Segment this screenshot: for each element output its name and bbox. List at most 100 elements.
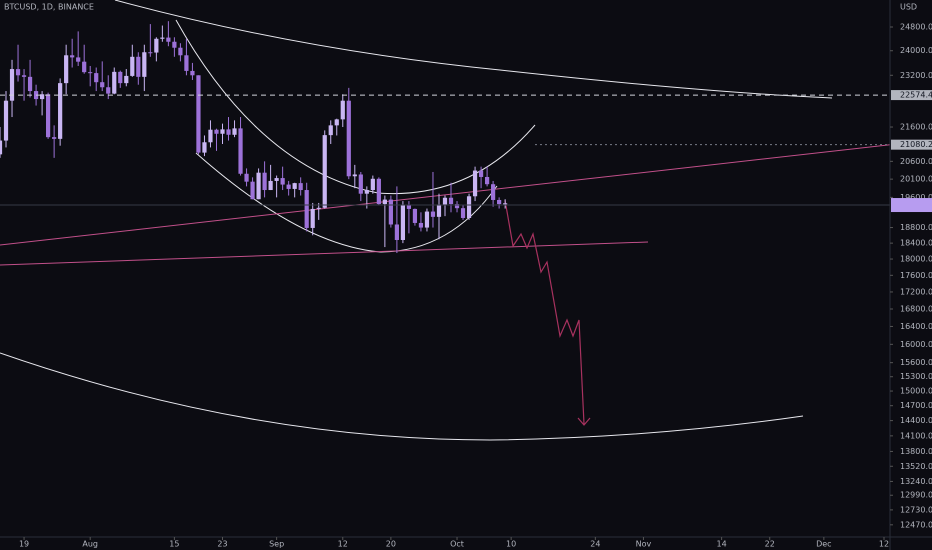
y-tick-label: 15300.00 bbox=[900, 372, 932, 381]
x-tick-label: 23 bbox=[217, 540, 227, 549]
candle-body bbox=[448, 197, 454, 205]
candle-body bbox=[280, 178, 285, 185]
y-tick-label: 24800.00 bbox=[900, 22, 932, 31]
x-tick-label: Dec bbox=[816, 540, 831, 549]
candle-body bbox=[124, 75, 129, 84]
candle-body bbox=[322, 135, 327, 208]
overlay bbox=[0, 94, 890, 206]
y-tick-label: 12470.00 bbox=[900, 520, 932, 529]
candle-body bbox=[346, 100, 351, 177]
candle-body bbox=[21, 75, 27, 77]
candle-body bbox=[226, 129, 231, 135]
x-tick-label: 10 bbox=[506, 540, 516, 549]
chart-title: BTCUSD, 1D, BINANCE bbox=[4, 3, 94, 12]
x-tick-label: 22 bbox=[765, 540, 775, 549]
candle-body bbox=[274, 178, 279, 181]
candle-body bbox=[148, 52, 153, 54]
y-axis-label: USD bbox=[900, 3, 917, 12]
candle-body bbox=[142, 52, 147, 77]
candle-body bbox=[478, 170, 484, 177]
x-tick-label: 12 bbox=[879, 540, 889, 549]
candle-body bbox=[3, 100, 9, 141]
candle-body bbox=[424, 211, 430, 228]
candle-body bbox=[15, 69, 21, 76]
candle-body bbox=[178, 47, 183, 56]
candle-body bbox=[94, 73, 99, 83]
y-tick-label: 23200.00 bbox=[900, 71, 932, 80]
y-tick-label: 16400.00 bbox=[900, 322, 932, 331]
candle-body bbox=[172, 41, 177, 48]
candle-body bbox=[310, 208, 315, 228]
y-tick-label: 13240.00 bbox=[900, 477, 932, 486]
arc-top bbox=[114, 0, 833, 99]
x-tick-label: 20 bbox=[386, 540, 396, 549]
trend-line bbox=[0, 139, 932, 246]
candle-body bbox=[503, 203, 508, 205]
y-tick-label: 12990.00 bbox=[900, 491, 932, 500]
projection-path bbox=[504, 199, 585, 425]
price-label-box bbox=[891, 139, 932, 150]
candle-body bbox=[154, 38, 159, 53]
candle-body bbox=[190, 70, 195, 76]
time-axis-bg bbox=[0, 537, 932, 550]
y-tick-label: 24000.00 bbox=[900, 46, 932, 55]
y-tick-label: 14700.00 bbox=[900, 401, 932, 410]
candle-body bbox=[220, 129, 225, 134]
candle-body bbox=[64, 55, 69, 84]
candle-body bbox=[214, 129, 219, 134]
candle-body bbox=[27, 76, 33, 92]
candle-body bbox=[382, 199, 387, 205]
candle-body bbox=[106, 87, 111, 94]
candle-body bbox=[298, 183, 303, 191]
price-label-box bbox=[891, 90, 932, 101]
arc-bottom bbox=[0, 352, 804, 441]
y-tick-label: 16800.00 bbox=[900, 305, 932, 314]
candle-body bbox=[316, 207, 321, 209]
candle-body bbox=[491, 184, 496, 200]
candle-body bbox=[442, 197, 448, 205]
candle-body bbox=[436, 204, 442, 217]
x-tick-label: Nov bbox=[636, 540, 652, 549]
candle-body bbox=[208, 129, 213, 143]
candle-body bbox=[232, 128, 237, 135]
y-tick-label: 18400.00 bbox=[900, 239, 932, 248]
candle-body bbox=[118, 71, 123, 84]
candle-body bbox=[184, 55, 189, 71]
y-tick-label: 14400.00 bbox=[900, 416, 932, 425]
candle-body bbox=[250, 181, 255, 200]
candle-body bbox=[256, 172, 261, 200]
candle-body bbox=[100, 82, 105, 88]
candle-body bbox=[202, 142, 207, 153]
last-price-box bbox=[891, 198, 932, 213]
candle-body bbox=[160, 37, 165, 39]
x-tick-label: 24 bbox=[590, 540, 600, 549]
candle-body bbox=[418, 222, 424, 228]
y-tick-label: 19600.00 bbox=[900, 193, 932, 202]
candle-body bbox=[454, 204, 460, 209]
price-label: 22574.41 bbox=[900, 91, 932, 100]
projection-arrowhead bbox=[577, 417, 591, 426]
candles bbox=[0, 21, 508, 254]
x-tick-label: Aug bbox=[82, 540, 98, 549]
candle-body bbox=[406, 204, 412, 209]
x-tick-label: 14 bbox=[717, 540, 727, 549]
candle-body bbox=[497, 199, 502, 205]
candle-body bbox=[472, 170, 478, 197]
y-tick-label: 14100.00 bbox=[900, 431, 932, 440]
y-tick-label: 20100.00 bbox=[900, 175, 932, 184]
candle-body bbox=[238, 128, 243, 174]
candle-body bbox=[268, 180, 273, 191]
candle-body bbox=[376, 178, 381, 205]
candle-body bbox=[136, 56, 141, 77]
candle-body bbox=[334, 119, 339, 126]
x-tick-label: 12 bbox=[338, 540, 348, 549]
candle-body bbox=[484, 176, 490, 185]
candle-body bbox=[412, 208, 418, 223]
candle-body bbox=[52, 137, 57, 139]
y-tick-label: 15000.00 bbox=[900, 387, 932, 396]
candle-body bbox=[388, 199, 393, 225]
y-tick-label: 12730.00 bbox=[900, 505, 932, 514]
candle-body bbox=[340, 100, 345, 120]
